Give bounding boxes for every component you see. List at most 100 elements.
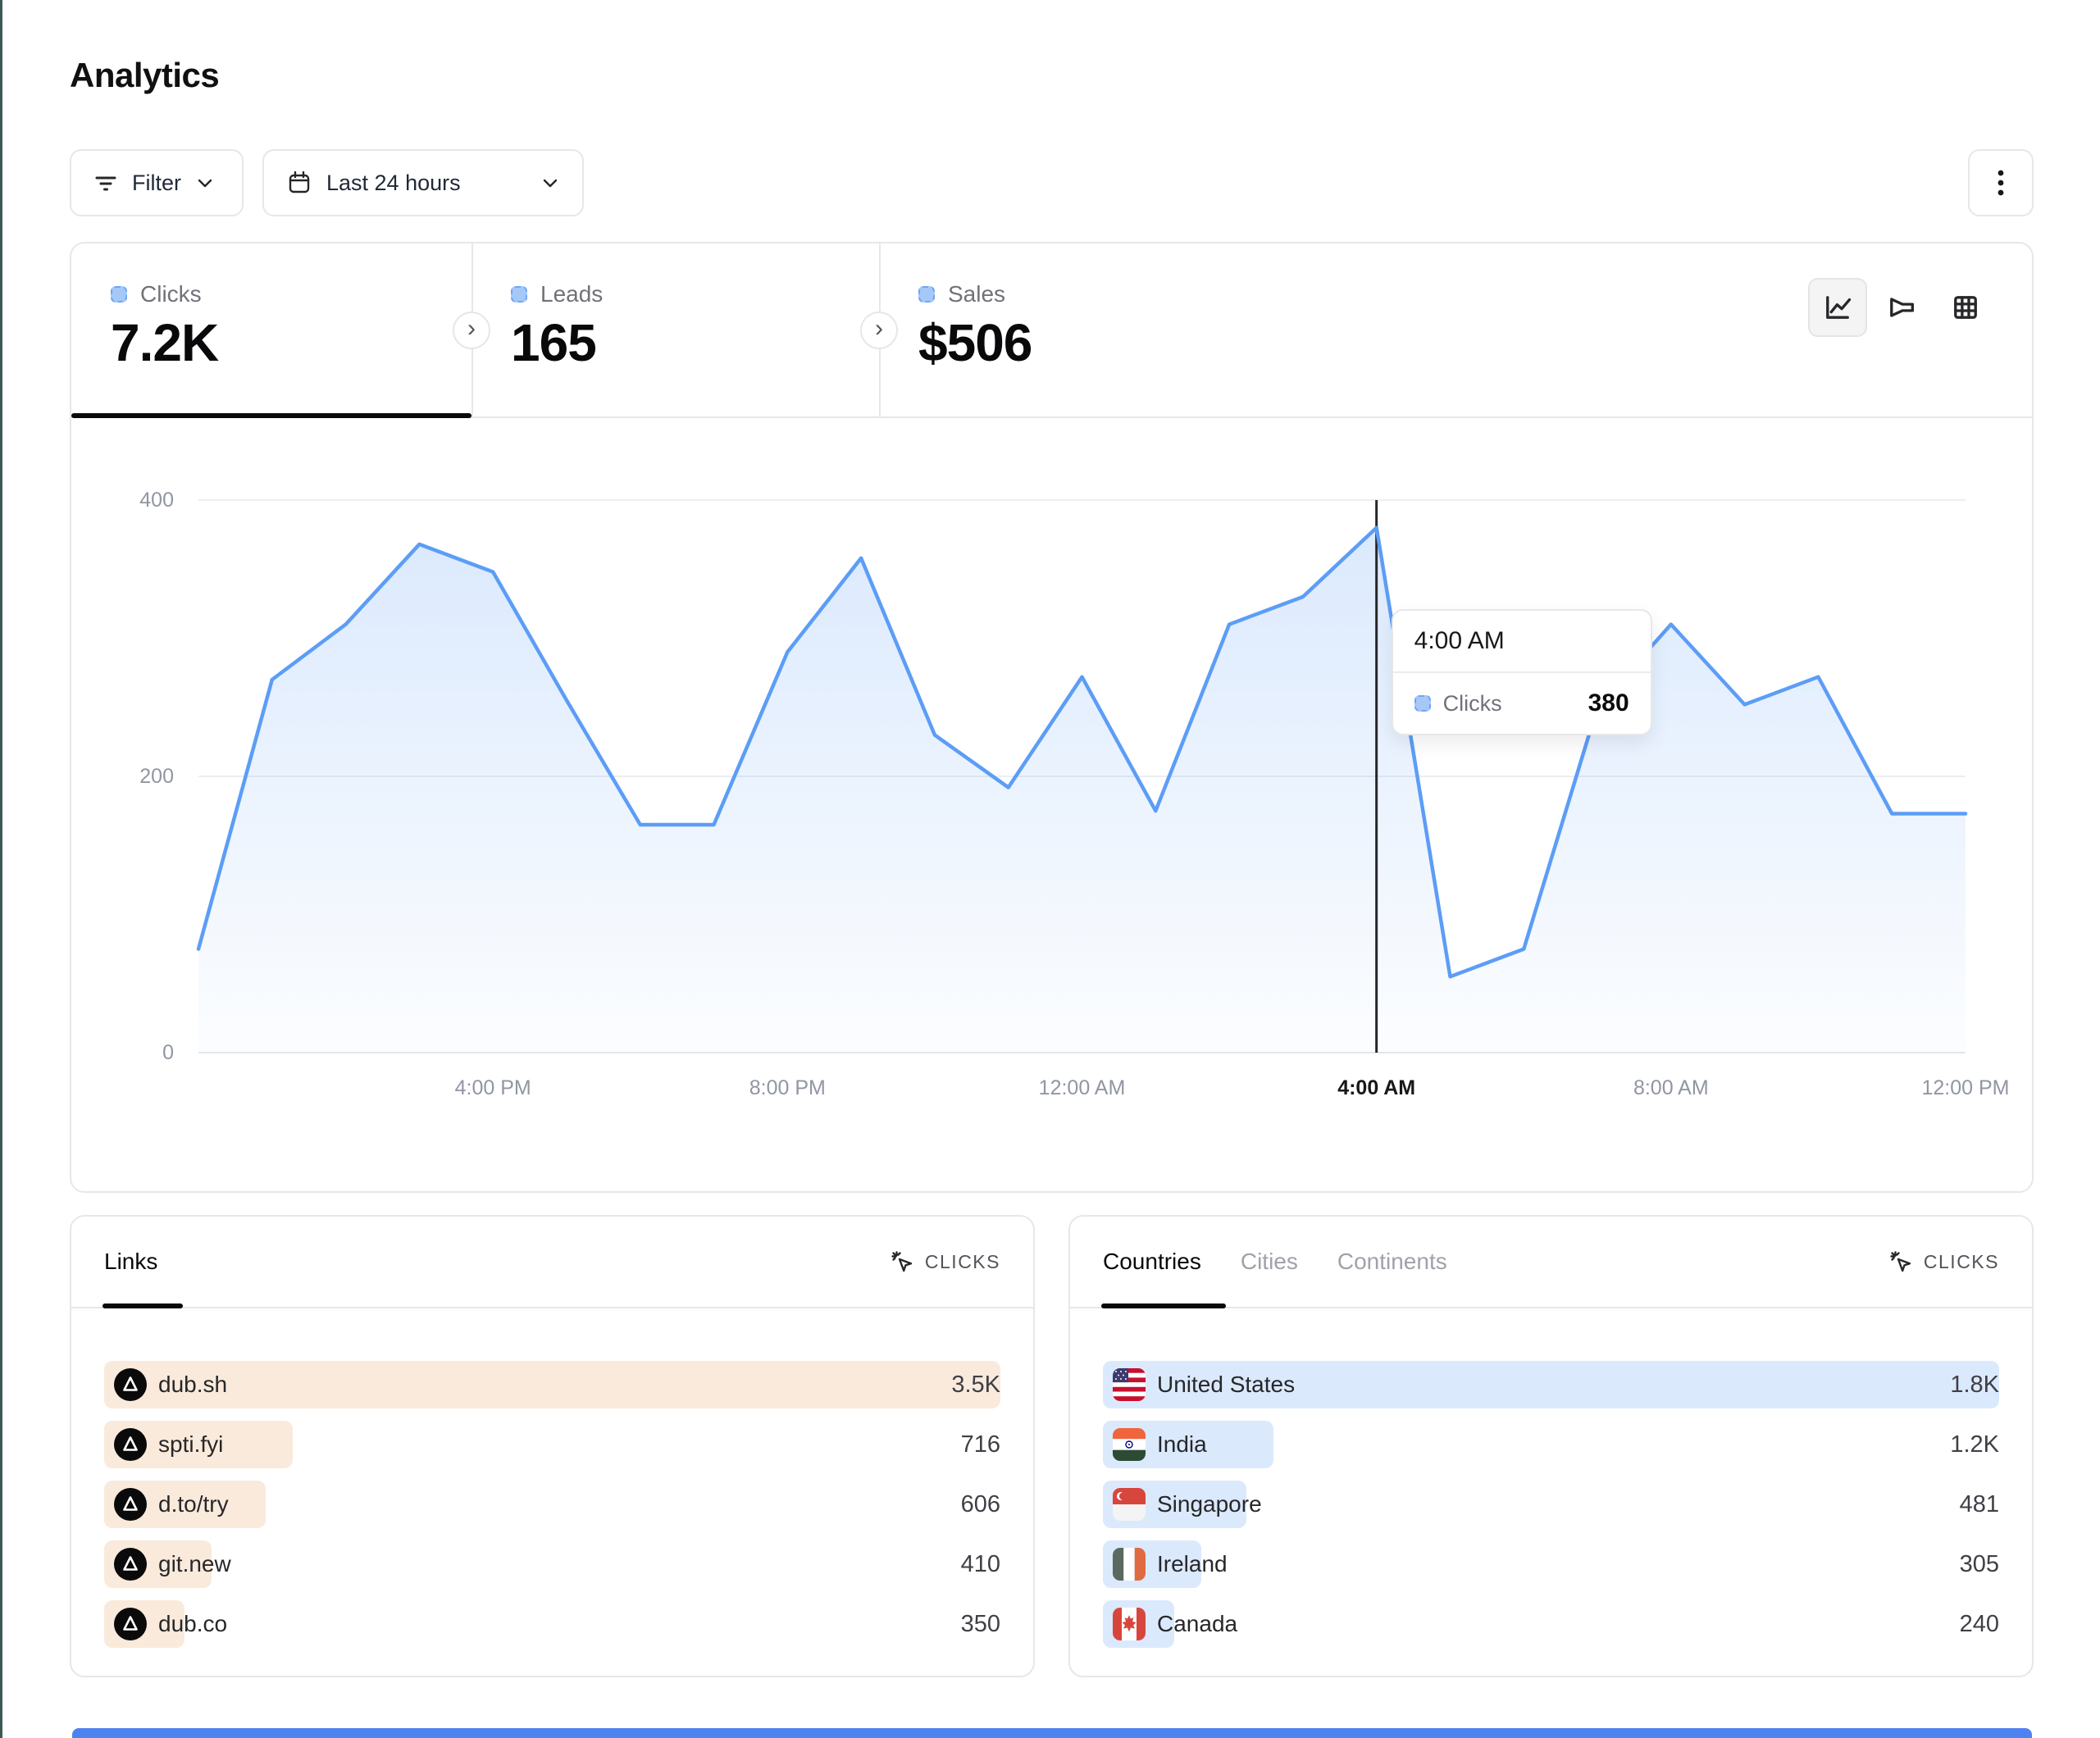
tooltip-series-label: Clicks (1442, 690, 1502, 716)
filter-icon (93, 170, 119, 196)
link-bar (104, 1361, 1000, 1408)
filter-button[interactable]: Filter (70, 149, 244, 216)
singapore-flag-icon (1113, 1488, 1146, 1521)
link-label: dub.sh (158, 1372, 228, 1397)
links-active-tab-underline (102, 1304, 183, 1308)
countries-panel: Countries Cities Continents CLICKS (1068, 1215, 2034, 1677)
ireland-flag-icon (1113, 1548, 1146, 1581)
chevron-down-icon (540, 172, 561, 193)
countries-rows: United States 1.8K India 1.2K (1070, 1308, 2032, 1648)
country-row[interactable]: Canada 240 (1103, 1600, 1999, 1648)
country-row[interactable]: India 1.2K (1103, 1421, 1999, 1468)
tab-clicks[interactable]: Clicks 7.2K (71, 243, 471, 418)
country-label: Canada (1157, 1611, 1238, 1636)
expand-leads-sales-button[interactable]: › (860, 312, 898, 349)
link-row[interactable]: spti.fyi 716 (104, 1421, 1000, 1468)
page-left-edge (0, 0, 2, 1738)
link-clicks-value: 606 (960, 1490, 1000, 1517)
link-row[interactable]: dub.co 350 (104, 1600, 1000, 1648)
links-metric-header[interactable]: CLICKS (889, 1249, 1000, 1275)
links-panel-header: Links CLICKS (71, 1217, 1033, 1308)
tooltip-time: 4:00 AM (1392, 611, 1651, 673)
links-panel: Links CLICKS dub.sh 3.5K (70, 1215, 1035, 1677)
x-axis-tick: 8:00 PM (749, 1076, 826, 1099)
tab-continents[interactable]: Continents (1337, 1249, 1447, 1274)
expand-clicks-leads-button[interactable]: › (453, 312, 490, 349)
x-axis-tick: 8:00 AM (1633, 1076, 1709, 1099)
country-clicks-value: 1.8K (1950, 1371, 1999, 1398)
country-label: India (1157, 1431, 1207, 1457)
countries-metric-label: CLICKS (1923, 1250, 1999, 1272)
y-axis-tick: 0 (162, 1041, 174, 1064)
sales-tab-label: Sales (948, 281, 1006, 307)
link-clicks-value: 410 (960, 1550, 1000, 1577)
line-chart-icon (1821, 291, 1854, 324)
tab-sales[interactable]: Sales $506 (879, 243, 1453, 418)
india-flag-icon (1113, 1428, 1146, 1461)
country-clicks-value: 305 (1959, 1550, 1999, 1577)
date-range-label: Last 24 hours (326, 170, 461, 195)
tab-leads[interactable]: Leads 165 (471, 243, 879, 418)
tab-cities[interactable]: Cities (1240, 1249, 1298, 1274)
sales-tab-value: $506 (918, 313, 1032, 372)
country-row[interactable]: Ireland 305 (1103, 1540, 1999, 1588)
dub-logo-icon (114, 1488, 147, 1521)
clicks-legend-square-icon (111, 286, 127, 303)
date-range-button[interactable]: Last 24 hours (262, 149, 584, 216)
line-chart-view-button[interactable] (1808, 278, 1867, 337)
us-flag-icon (1113, 1368, 1146, 1401)
country-bar (1103, 1361, 1999, 1408)
x-axis-tick: 4:00 PM (454, 1076, 531, 1099)
leads-tab-value: 165 (511, 313, 597, 372)
funnel-chart-view-button[interactable] (1872, 278, 1931, 337)
links-rows: dub.sh 3.5K spti.fyi 716 d.to/try 606 (71, 1308, 1033, 1648)
x-axis-tick: 4:00 AM (1337, 1076, 1416, 1099)
link-row[interactable]: git.new 410 (104, 1540, 1000, 1588)
countries-metric-header[interactable]: CLICKS (1888, 1249, 1999, 1275)
x-axis-tick: 12:00 PM (1921, 1076, 2010, 1099)
kebab-icon (1988, 166, 2014, 199)
link-label: git.new (158, 1551, 231, 1576)
tooltip-value: 380 (1588, 689, 1629, 717)
area-fill (198, 527, 1966, 1053)
dub-logo-icon (114, 1548, 147, 1581)
leads-legend-square-icon (511, 286, 527, 303)
cursor-click-icon (1888, 1249, 1914, 1275)
link-row[interactable]: d.to/try 606 (104, 1481, 1000, 1528)
x-axis-tick: 12:00 AM (1038, 1076, 1126, 1099)
link-label: d.to/try (158, 1491, 229, 1517)
link-clicks-value: 350 (960, 1610, 1000, 1637)
tab-countries[interactable]: Countries (1103, 1249, 1201, 1274)
country-clicks-value: 240 (1959, 1610, 1999, 1637)
page-title: Analytics (70, 56, 220, 94)
links-metric-label: CLICKS (924, 1250, 1000, 1272)
link-row[interactable]: dub.sh 3.5K (104, 1361, 1000, 1408)
filter-button-label: Filter (132, 170, 181, 195)
countries-active-tab-underline (1101, 1304, 1226, 1308)
link-label: spti.fyi (158, 1431, 224, 1457)
country-row[interactable]: United States 1.8K (1103, 1361, 1999, 1408)
tab-links[interactable]: Links (104, 1249, 158, 1274)
clicks-area-chart[interactable] (71, 243, 2035, 1194)
table-grid-view-button[interactable] (1936, 278, 1995, 337)
cursor-click-icon (889, 1249, 915, 1275)
canada-flag-icon (1113, 1608, 1146, 1640)
calendar-icon (285, 169, 313, 197)
country-label: United States (1157, 1372, 1296, 1397)
link-label: dub.co (158, 1611, 228, 1636)
link-clicks-value: 716 (960, 1431, 1000, 1458)
more-menu-button[interactable] (1968, 149, 2034, 216)
country-row[interactable]: Singapore 481 (1103, 1481, 1999, 1528)
funnel-icon (1885, 291, 1918, 324)
tooltip-legend-square-icon (1414, 695, 1431, 712)
y-axis-tick: 400 (139, 489, 174, 512)
clicks-line (196, 525, 1968, 979)
table-grid-icon (1949, 291, 1982, 324)
chart-tooltip: 4:00 AM Clicks 380 (1391, 609, 1652, 735)
country-label: Ireland (1157, 1551, 1228, 1576)
country-clicks-value: 1.2K (1950, 1431, 1999, 1458)
chevron-down-icon (194, 172, 216, 193)
metric-tab-row: Clicks 7.2K Leads 165 Sales $506 › (71, 243, 2032, 418)
clicks-tab-value: 7.2K (111, 313, 219, 372)
